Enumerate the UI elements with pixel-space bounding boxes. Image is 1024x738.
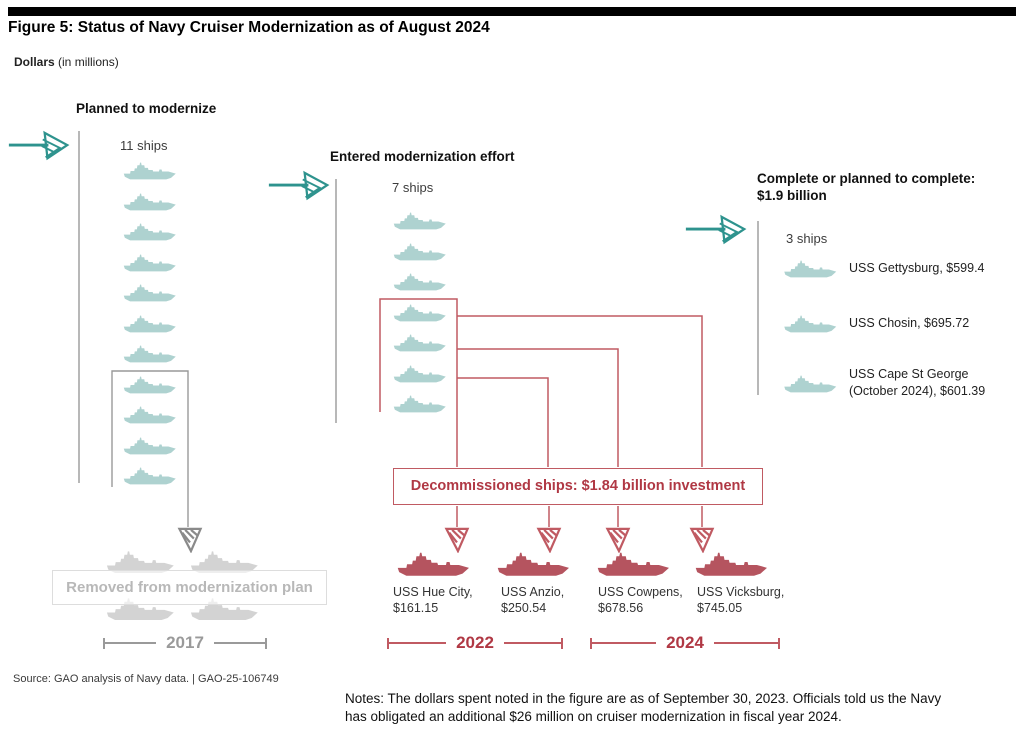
ship-icon: [393, 243, 446, 260]
complete-ship-label: USS Cape St George (October 2024), $601.…: [849, 367, 986, 398]
planned-count-label: 11 ships: [120, 138, 168, 153]
ship-icon: [784, 260, 837, 278]
complete-heading: Complete or planned to complete: $1.9 bi…: [757, 170, 975, 204]
ship-icon: [393, 334, 446, 352]
ship-icon: [123, 467, 176, 485]
entered-heading: Entered modernization effort: [330, 149, 515, 164]
removed-plan-box: Removed from modernization plan: [52, 570, 327, 605]
ship-icon: [123, 284, 176, 302]
complete-ship-row: USS Cape St George (October 2024), $601.…: [783, 366, 985, 400]
ship-icon: [123, 345, 176, 363]
timeline-2022: 2022: [387, 633, 564, 652]
ship-icon: [393, 365, 446, 382]
complete-heading-line1: Complete or planned to complete:: [757, 171, 976, 186]
subtitle-rest: (in millions): [54, 55, 119, 69]
complete-count-label: 3 ships: [786, 231, 828, 246]
flow-arrow-icon: [268, 170, 330, 201]
figure-subtitle: Dollars (in millions): [14, 55, 119, 69]
complete-ship-row: USS Gettysburg, $599.4: [783, 258, 985, 279]
decommission-arrow-icon: [605, 527, 631, 553]
complete-ship-row: USS Chosin, $695.72: [783, 313, 969, 334]
flow-arrow-icon: [8, 130, 70, 161]
ship-icon: [393, 395, 446, 413]
ship-icon: [123, 376, 176, 393]
figure-notes: Notes: The dollars spent noted in the fi…: [345, 691, 942, 724]
timeline-2024: 2024: [590, 633, 781, 652]
ship-icon: [695, 552, 767, 576]
ship-icon: [123, 223, 176, 241]
source-note: Source: GAO analysis of Navy data. | GAO…: [13, 673, 279, 685]
ship-icon: [784, 375, 837, 392]
ship-icon: [393, 212, 446, 230]
decommissioned-ship-label: USS Anzio, $250.54: [501, 585, 565, 615]
complete-ship-label: USS Chosin, $695.72: [849, 316, 970, 330]
timeline-2017: 2017: [103, 633, 268, 652]
ship-icon: [397, 552, 469, 576]
entered-ship-stack: [393, 210, 446, 414]
decommissioned-ship-label: USS Cowpens, $678.56: [598, 585, 683, 615]
decommission-arrow-icon: [444, 527, 470, 553]
top-black-bar: [8, 7, 1016, 16]
ship-icon: [393, 273, 446, 291]
decommissioned-box: Decommissioned ships: $1.84 billion inve…: [393, 468, 763, 505]
entered-count-label: 7 ships: [392, 180, 434, 195]
flow-arrow-icon: [685, 214, 747, 245]
planned-ship-stack: [123, 160, 176, 486]
ship-icon: [123, 315, 176, 332]
ship-icon: [123, 193, 176, 210]
ship-icon: [784, 315, 837, 333]
figure-title: Figure 5: Status of Navy Cruiser Moderni…: [8, 19, 490, 36]
ship-icon: [123, 254, 176, 271]
ship-icon: [123, 437, 176, 454]
decommission-arrow-icon: [536, 527, 562, 553]
complete-heading-line2: $1.9 billion: [757, 188, 827, 203]
decommissioned-ship-label: USS Vicksburg, $745.05: [697, 585, 785, 615]
decommission-arrow-icon: [689, 527, 715, 553]
ship-icon: [123, 162, 176, 180]
ship-icon: [123, 406, 176, 424]
ship-icon: [393, 304, 446, 321]
decommissioned-ship-label: USS Hue City, $161.15: [393, 585, 473, 615]
ship-icon: [597, 552, 669, 576]
planned-heading: Planned to modernize: [76, 101, 217, 116]
complete-ship-label: USS Gettysburg, $599.4: [849, 261, 985, 275]
subtitle-bold: Dollars: [14, 55, 55, 69]
removed-arrow-icon: [177, 527, 203, 553]
ship-icon: [497, 552, 569, 576]
